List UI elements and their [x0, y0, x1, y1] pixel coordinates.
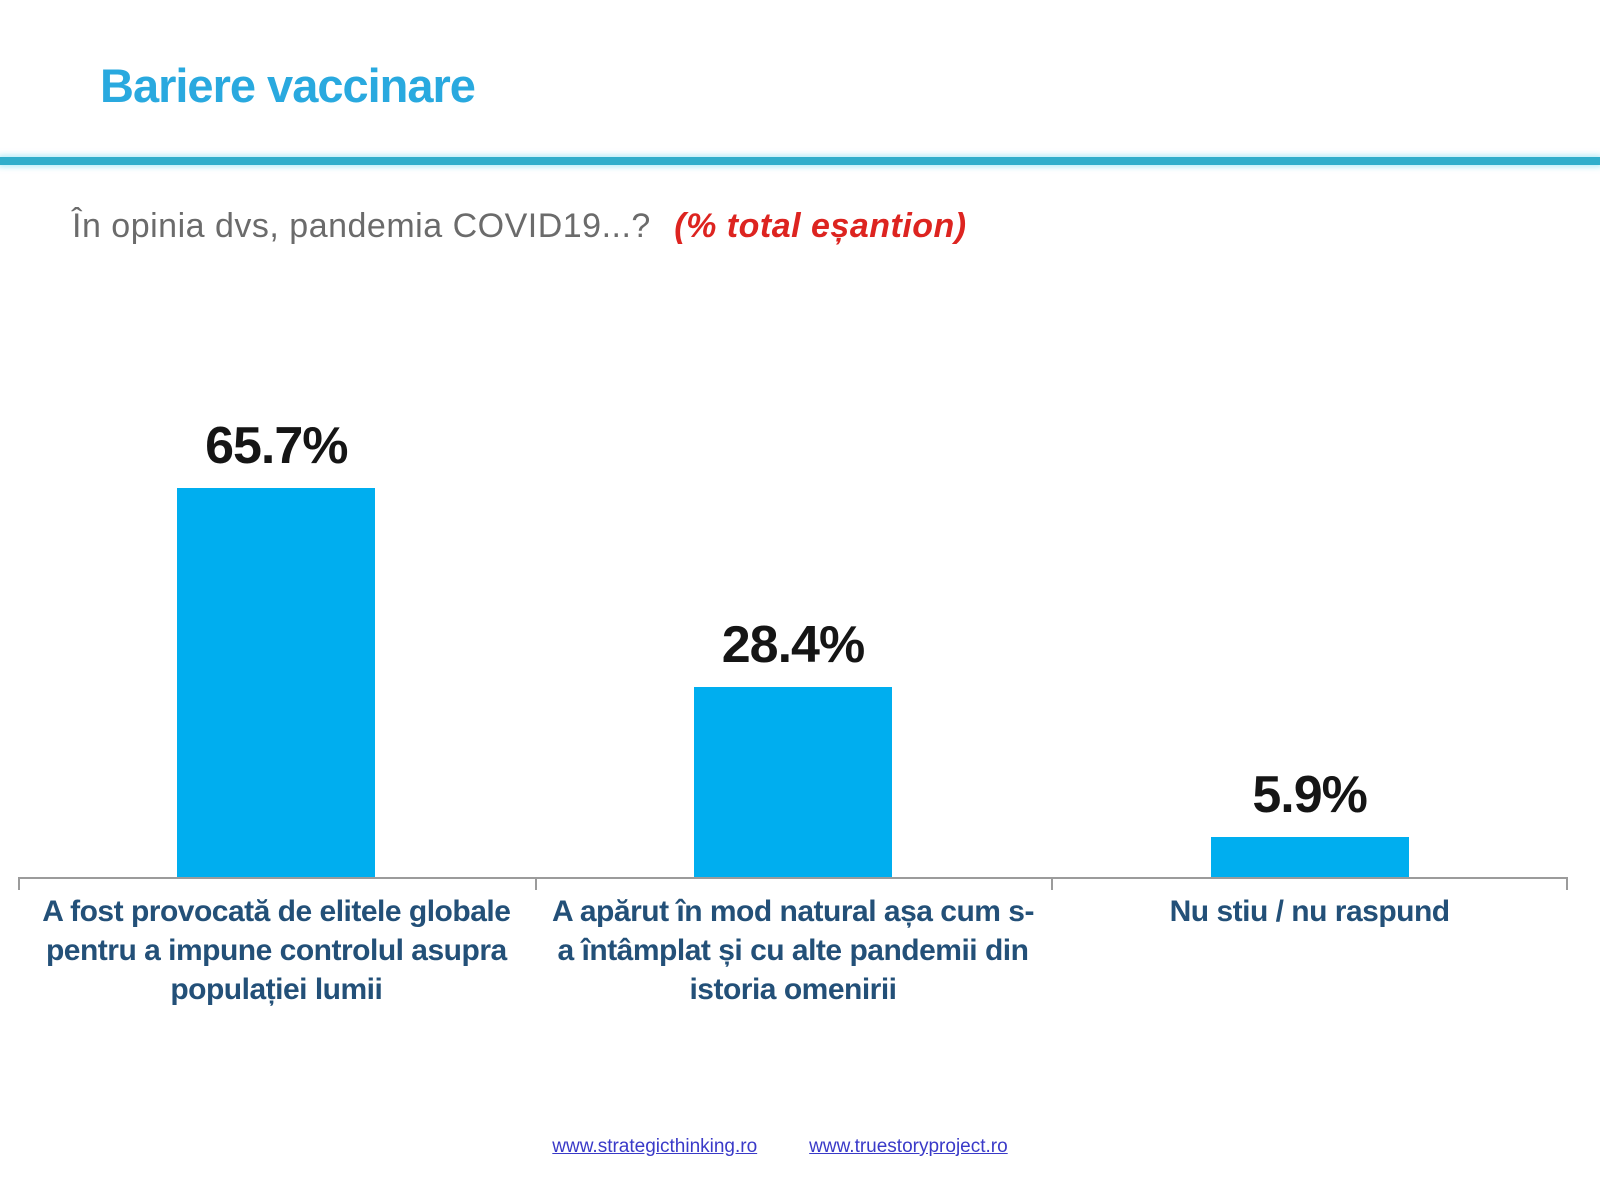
bar-column-nu-stiu: 5.9% — [1051, 420, 1568, 877]
bar-value-label: 65.7% — [205, 417, 348, 475]
footer: www.strategicthinking.ro www.truestorypr… — [0, 1136, 1560, 1158]
bar-chart: 65.7% 28.4% 5.9% — [18, 420, 1568, 890]
chart-subtitle-note: (% total eșantion) — [674, 207, 967, 245]
category-label-elitele-globale: A fost provocată de elitele globale pent… — [42, 895, 511, 1006]
axis-tick — [18, 879, 20, 890]
chart-subtitle: În opinia dvs, pandemia COVID19...? — [72, 207, 651, 245]
axis-tick — [534, 879, 537, 890]
bar-column-elitele-globale: 65.7% — [18, 420, 535, 877]
bar-mod-natural — [693, 687, 892, 877]
bar-nu-stiu — [1210, 837, 1409, 877]
bar-columns: 65.7% 28.4% 5.9% — [18, 420, 1568, 877]
footer-link-strategicthinking[interactable]: www.strategicthinking.ro — [552, 1136, 758, 1157]
bar-column-mod-natural: 28.4% — [535, 420, 1052, 877]
chart-subtitle-row: În opinia dvs, pandemia COVID19...? (% t… — [72, 207, 967, 246]
title-divider — [0, 157, 1600, 165]
bar-elitele-globale — [177, 488, 376, 877]
axis-tick — [1051, 879, 1054, 890]
category-labels-row: A fost provocată de elitele globale pent… — [18, 892, 1568, 1009]
bar-value-label: 28.4% — [721, 616, 865, 674]
category-label-mod-natural: A apărut în mod natural așa cum s-a întâ… — [551, 895, 1034, 1006]
x-axis-line — [18, 877, 1568, 879]
page-title: Bariere vaccinare — [100, 59, 476, 112]
category-label-nu-stiu: Nu stiu / nu raspund — [1169, 895, 1450, 928]
bar-value-label: 5.9% — [1252, 766, 1368, 824]
axis-tick — [1566, 879, 1568, 890]
footer-link-truestoryproject[interactable]: www.truestoryproject.ro — [809, 1136, 1008, 1157]
